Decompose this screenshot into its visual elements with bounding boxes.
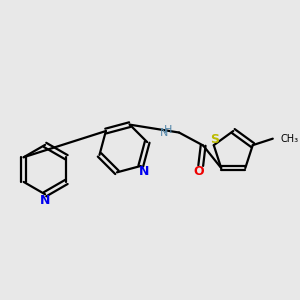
Text: H: H — [164, 124, 172, 134]
Text: S: S — [210, 133, 219, 146]
Text: O: O — [193, 165, 204, 178]
Text: N: N — [40, 194, 50, 207]
Text: N: N — [139, 165, 149, 178]
Text: CH₃: CH₃ — [280, 134, 298, 144]
Text: N: N — [160, 128, 168, 138]
